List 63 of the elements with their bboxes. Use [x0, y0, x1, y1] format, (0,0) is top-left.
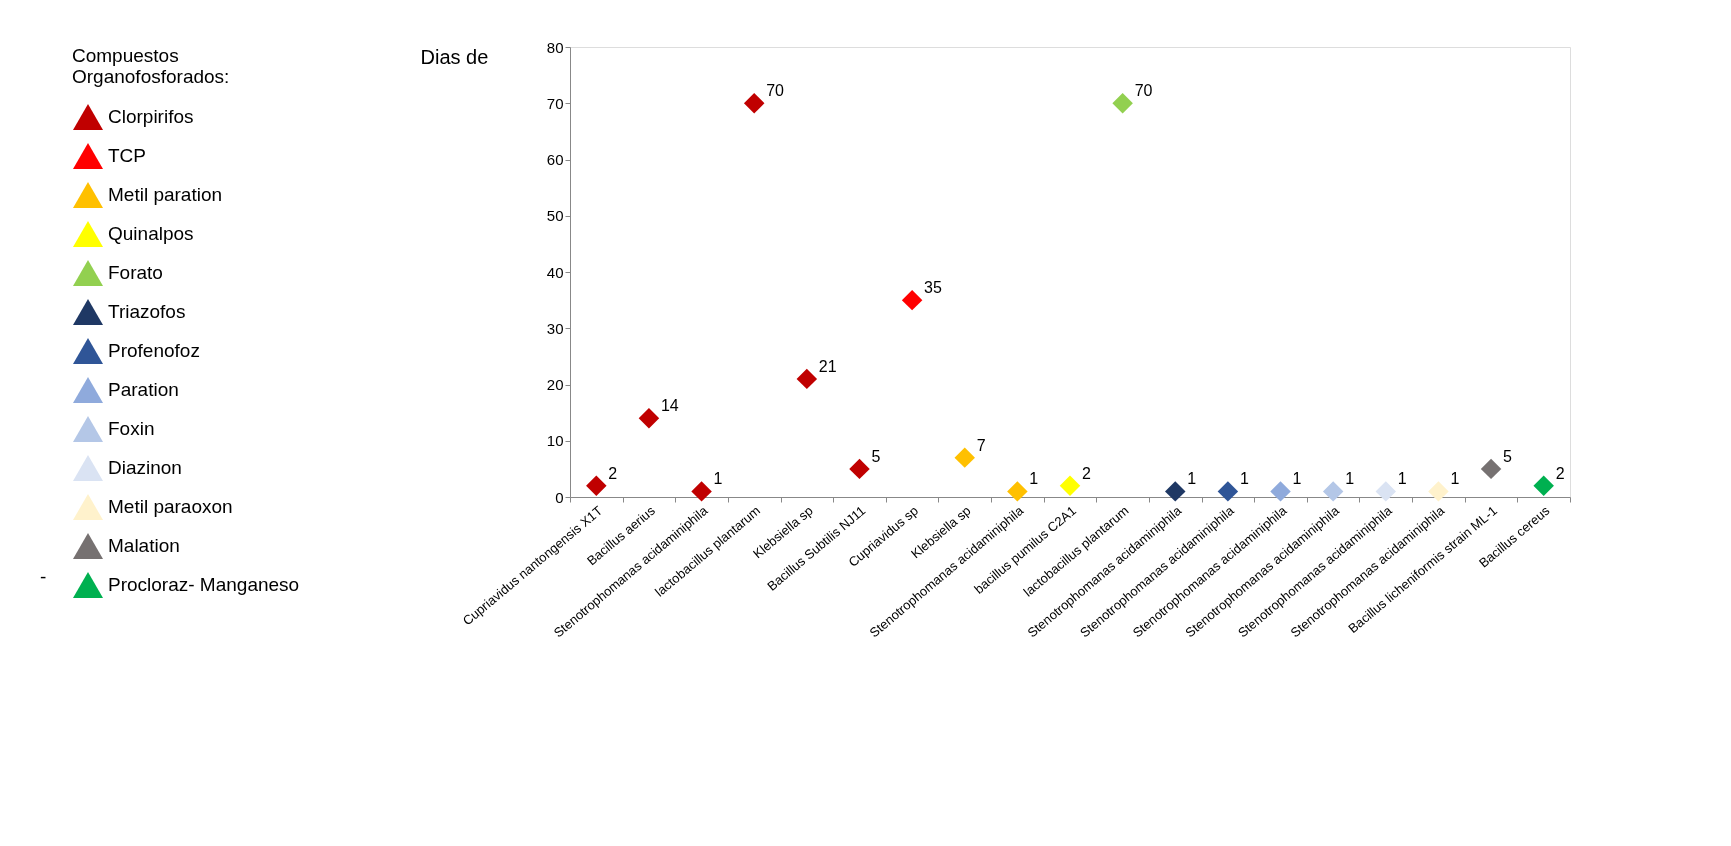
- legend-label: Quinalpos: [108, 223, 194, 244]
- y-tick-label: 0: [555, 488, 564, 506]
- y-tick-label: 60: [546, 151, 564, 168]
- point: [638, 408, 660, 429]
- legend-label: Paration: [108, 379, 179, 400]
- data-label: 70: [1134, 82, 1153, 100]
- legend-label: Triazofos: [108, 301, 186, 322]
- legend-label: Malation: [108, 535, 180, 556]
- y-tick-label: 50: [546, 207, 564, 225]
- legend-label: Forato: [108, 262, 163, 283]
- data-label: 1: [1239, 470, 1249, 488]
- legend-title: Compuestos Organofosforados:: [72, 45, 230, 87]
- data-label: 2: [1082, 464, 1091, 482]
- data-label: 1: [1345, 470, 1355, 488]
- point: [1533, 475, 1554, 496]
- data-label: 1: [1397, 470, 1407, 488]
- legend-label: Diazinon: [108, 457, 182, 478]
- point: [691, 481, 712, 502]
- point: [849, 458, 870, 480]
- legend-label: Procloraz- Manganeso: [108, 574, 300, 595]
- point: [1112, 93, 1133, 114]
- legend-label: Metil paration: [108, 184, 223, 205]
- point: [1059, 475, 1081, 496]
- point: [954, 447, 975, 468]
- point: [1165, 481, 1186, 502]
- data-label: 5: [1503, 447, 1513, 465]
- y-tick-label: 80: [546, 38, 564, 56]
- y-tick-label: 10: [546, 432, 564, 450]
- point: [1270, 481, 1291, 502]
- data-label: 2: [608, 464, 618, 482]
- point: [743, 93, 765, 114]
- data-label: 7: [976, 436, 986, 454]
- legend-label: Profenofoz: [108, 340, 200, 361]
- point: [1375, 481, 1397, 502]
- y-tick-label: 40: [546, 263, 564, 281]
- y-tick-label: 30: [546, 319, 564, 337]
- y-tick-label: 20: [546, 376, 564, 393]
- legend-label: Metil paraoxon: [108, 496, 233, 517]
- data-label: 35: [924, 279, 942, 297]
- legend-label: Clorpirifos: [108, 106, 194, 127]
- point: [796, 368, 818, 390]
- data-label: 70: [766, 82, 785, 100]
- y-axis-title: Dias de: [420, 45, 489, 68]
- data-label: 2: [1555, 464, 1565, 482]
- data-label: 1: [713, 470, 723, 488]
- point: [901, 289, 923, 311]
- text: -: [40, 566, 47, 587]
- point: [1007, 481, 1028, 502]
- legend-label: Foxin: [108, 418, 155, 439]
- point: [1428, 481, 1449, 502]
- point: [1217, 481, 1239, 502]
- point: [1322, 481, 1344, 502]
- data-label: 14: [660, 397, 679, 415]
- data-label: 1: [1292, 470, 1302, 488]
- legend-label: TCP: [108, 145, 146, 166]
- y-tick-label: 70: [546, 94, 564, 112]
- data-label: 21: [818, 357, 837, 375]
- point: [1480, 458, 1502, 480]
- data-label: 1: [1450, 470, 1460, 488]
- data-label: 5: [871, 447, 881, 465]
- point: [586, 475, 607, 496]
- data-label: 1: [1029, 470, 1039, 488]
- data-label: 1: [1187, 470, 1197, 488]
